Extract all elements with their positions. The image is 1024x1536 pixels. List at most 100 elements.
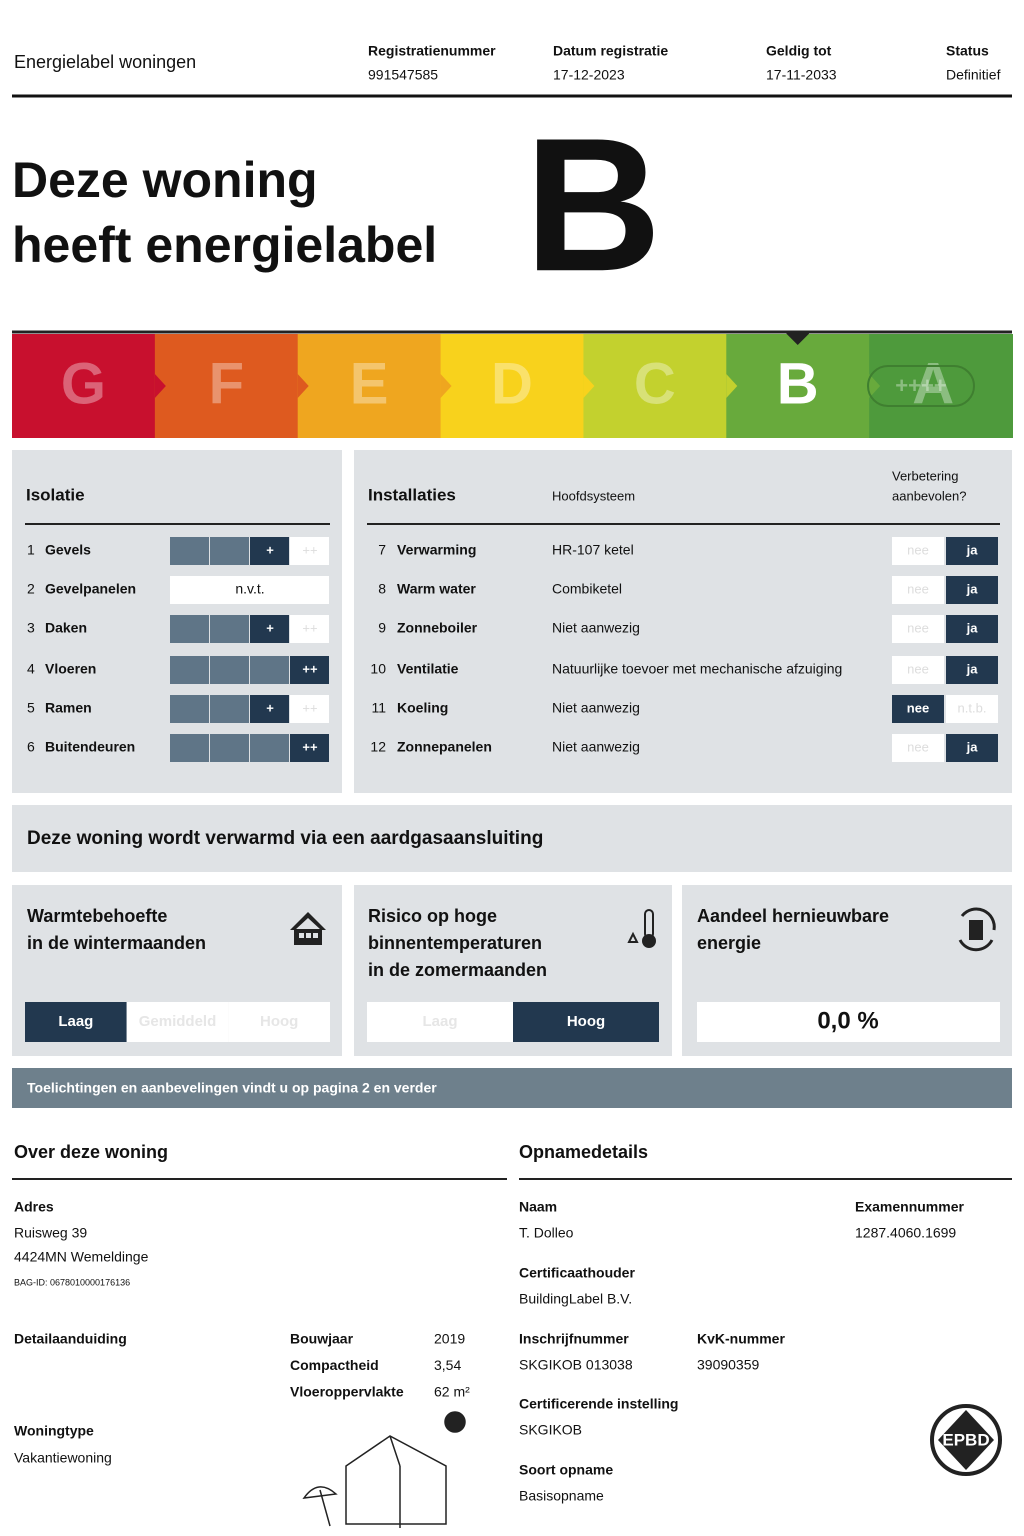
row-num: 11 (371, 700, 386, 716)
row-name: Zonneboiler (397, 620, 478, 636)
field-label: Woningtype (14, 1423, 94, 1439)
row-num: 12 (370, 739, 386, 755)
field-label: Examennummer (855, 1199, 964, 1215)
rating-cell (170, 734, 209, 762)
rating-cell (210, 615, 249, 643)
advice-cell (892, 537, 944, 565)
advice-option: ja (966, 620, 979, 635)
fact-value: 62 m² (434, 1384, 470, 1400)
panel-value: 0,0 % (817, 1007, 878, 1034)
scale-segment (869, 334, 1013, 438)
advice-option: nee (907, 739, 929, 754)
scale-segment (12, 334, 156, 438)
scale-letter: G (61, 351, 106, 416)
row-system: Combiketel (552, 581, 622, 597)
panel-title: Warmtebehoefte (27, 906, 167, 926)
field-label: Soort opname (519, 1462, 613, 1478)
advice-cell (892, 734, 944, 762)
row-num: 3 (27, 620, 35, 636)
scale-letter: D (491, 351, 533, 416)
notice-text: Toelichtingen en aanbevelingen vindt u o… (27, 1080, 437, 1096)
advice-cell (892, 656, 944, 684)
advice-option: ja (966, 661, 979, 676)
scale-segment (297, 334, 442, 438)
panel-title: binnentemperaturen (368, 933, 542, 953)
row-num: 7 (378, 542, 386, 558)
advice-cell (892, 615, 944, 643)
bag-id: BAG-ID: 0678010000176136 (14, 1277, 130, 1287)
rating-cell (170, 695, 209, 723)
field-label: Geldig tot (766, 43, 832, 59)
rating-max: ++ (302, 620, 317, 635)
scale-pointer (783, 331, 812, 345)
rating-text: + (266, 700, 274, 715)
row-system: Niet aanwezig (552, 739, 640, 755)
rating-cell (170, 537, 209, 565)
column-header: Hoofdsysteem (552, 488, 635, 503)
rating-cell (210, 656, 249, 684)
advice-cell (946, 615, 998, 643)
scale-letter: F (209, 351, 244, 416)
field-value: T. Dolleo (519, 1225, 574, 1241)
field-value: 4424MN Wemeldinge (14, 1249, 149, 1265)
house-icon (290, 912, 326, 945)
rating-cell (290, 615, 329, 643)
rating-max: ++ (302, 542, 317, 557)
column-header: aanbevolen? (892, 488, 966, 503)
scale-arrow (154, 374, 166, 398)
field-value: Vakantiewoning (14, 1450, 112, 1466)
advice-option: n.t.b. (958, 700, 987, 715)
row-name: Verwarming (397, 542, 476, 558)
rating-cell (210, 734, 249, 762)
row-num: 9 (378, 620, 386, 636)
fact-label: Vloeroppervlakte (290, 1384, 404, 1400)
rating-text: + (266, 620, 274, 635)
rating-cell (210, 695, 249, 723)
field-label: Naam (519, 1199, 557, 1215)
panel-value-box (697, 1002, 1000, 1042)
rating-text: + (266, 542, 274, 557)
row-name: Vloeren (45, 661, 96, 677)
rating-cell (250, 656, 289, 684)
scale-arrow (726, 374, 738, 398)
notice-bar (12, 1068, 1012, 1108)
logo-text: EPBD (942, 1430, 989, 1449)
field-value: Ruisweg 39 (14, 1225, 87, 1241)
field-value: 1287.4060.1699 (855, 1225, 956, 1241)
row-system: Niet aanwezig (552, 620, 640, 636)
row-name: Zonnepanelen (397, 739, 492, 755)
section-title: Isolatie (26, 485, 85, 504)
field-label: Datum registratie (553, 43, 668, 59)
scale-letter: B (777, 351, 819, 416)
row-num: 6 (27, 739, 35, 755)
field-value: 991547585 (368, 67, 438, 83)
panel-option: Laag (58, 1013, 93, 1030)
rating-text: ++ (302, 661, 318, 676)
row-name: Ventilatie (397, 661, 459, 677)
scale-segment (440, 334, 585, 438)
field-label: Adres (14, 1199, 54, 1215)
rating-cell (290, 695, 329, 723)
field-value: 17-11-2033 (766, 67, 837, 83)
row-name: Warm water (397, 581, 476, 597)
panel-option-cell (513, 1002, 659, 1042)
panel-option-cell (367, 1002, 513, 1042)
panel-title: in de wintermaanden (27, 933, 206, 953)
field-label: Certificerende instelling (519, 1396, 678, 1412)
scale-arrow (297, 374, 309, 398)
scale-letter: E (350, 351, 389, 416)
heating-text: Deze woning wordt verwarmd via een aardg… (27, 828, 543, 849)
rating-cell (170, 615, 209, 643)
row-num: 2 (27, 581, 35, 597)
advice-cell (946, 734, 998, 762)
advice-cell (946, 576, 998, 604)
field-value: SKGIKOB (519, 1422, 582, 1438)
field-value: BuildingLabel B.V. (519, 1291, 632, 1307)
panel-option-cell (126, 1002, 229, 1042)
advice-cell (946, 695, 998, 723)
rating-cell (210, 537, 249, 565)
advice-option: ja (966, 542, 979, 557)
row-num: 5 (27, 700, 35, 716)
advice-option: ja (966, 739, 979, 754)
rating-cell (250, 615, 289, 643)
